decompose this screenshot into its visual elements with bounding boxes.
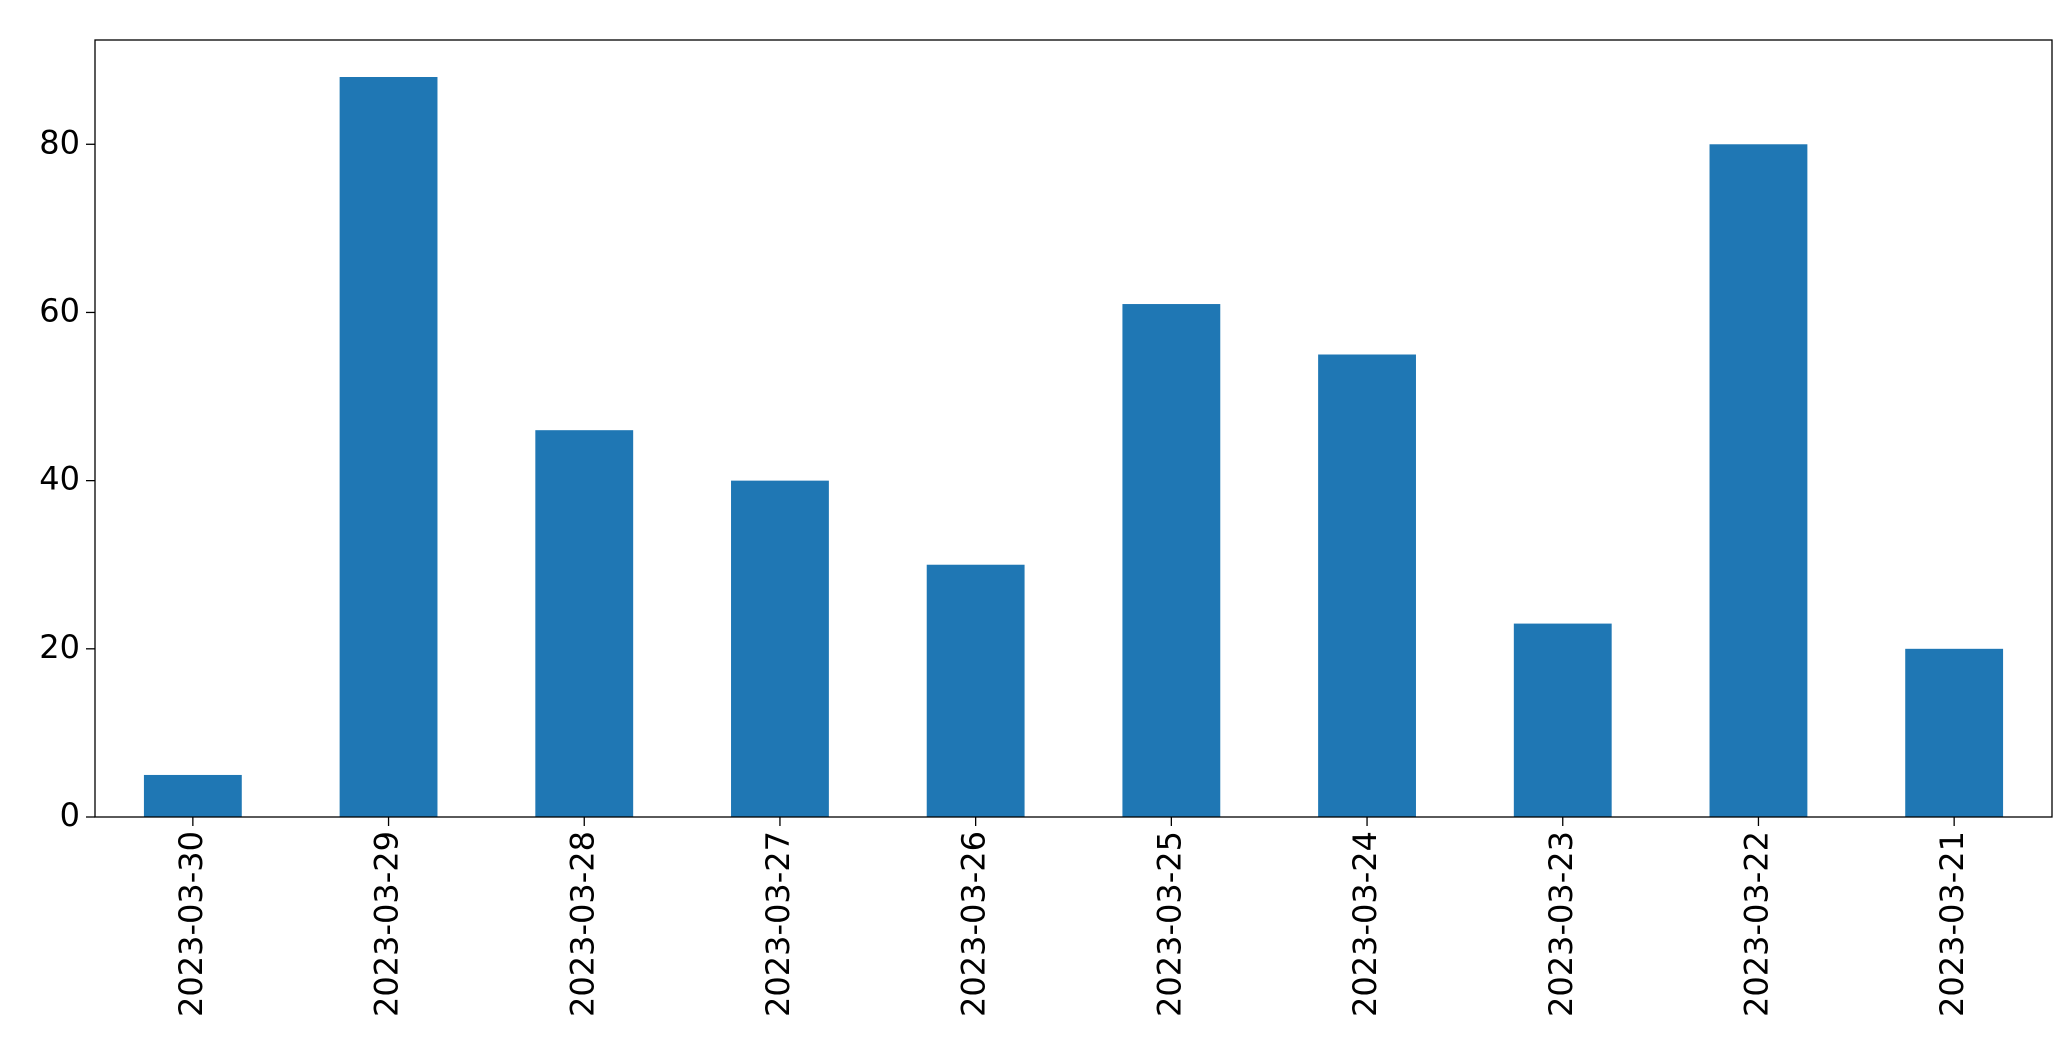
x-tick-label: 2023-03-30 bbox=[172, 831, 210, 1017]
bar bbox=[926, 564, 1025, 817]
y-tick-label: 20 bbox=[39, 628, 80, 666]
bar bbox=[731, 480, 829, 817]
bar bbox=[1709, 144, 1808, 818]
bar bbox=[535, 430, 634, 817]
bar bbox=[1318, 354, 1416, 817]
y-tick-label: 0 bbox=[60, 796, 80, 834]
x-tick-label: 2023-03-22 bbox=[1737, 831, 1775, 1017]
x-tick-label: 2023-03-27 bbox=[759, 831, 797, 1017]
y-tick-label: 80 bbox=[39, 123, 80, 161]
bar bbox=[1513, 623, 1612, 817]
x-tick-label: 2023-03-26 bbox=[955, 831, 993, 1017]
y-tick-label: 40 bbox=[39, 460, 80, 498]
bar bbox=[1122, 304, 1221, 818]
x-tick-label: 2023-03-28 bbox=[563, 831, 601, 1017]
y-tick-label: 60 bbox=[39, 291, 80, 329]
x-tick-label: 2023-03-21 bbox=[1933, 831, 1971, 1017]
bar bbox=[143, 774, 242, 817]
bar bbox=[339, 77, 438, 817]
x-tick-label: 2023-03-24 bbox=[1346, 831, 1384, 1017]
axes-frame bbox=[94, 39, 2053, 818]
bar bbox=[1905, 648, 2004, 817]
x-tick-label: 2023-03-25 bbox=[1150, 831, 1188, 1017]
x-tick-label: 2023-03-23 bbox=[1542, 831, 1580, 1017]
x-tick-label: 2023-03-29 bbox=[368, 831, 406, 1017]
